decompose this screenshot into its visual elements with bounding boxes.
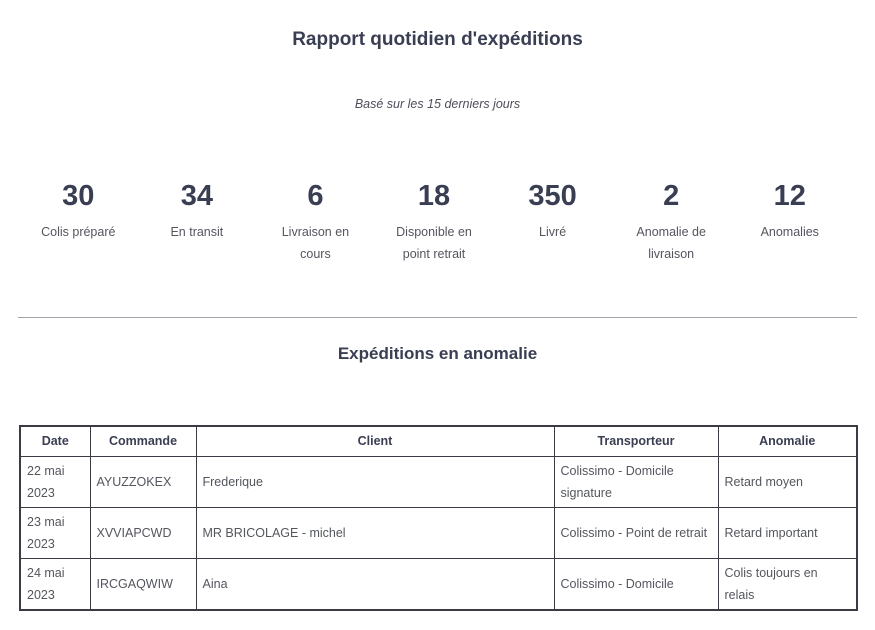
- header-commande: Commande: [89, 425, 197, 457]
- section-divider: [18, 317, 857, 318]
- stat-label: En transit: [170, 225, 224, 239]
- page-subtitle: Basé sur les 15 derniers jours: [354, 97, 521, 111]
- page-title: Rapport quotidien d'expéditions: [292, 29, 583, 50]
- table-header-row: Date Commande Client Transporteur Anomal…: [19, 425, 858, 457]
- cell-commande: IRCGAQWIW: [89, 557, 197, 610]
- header-anomalie: Anomalie: [717, 425, 858, 457]
- section-title-anomalies: Expéditions en anomalie: [337, 344, 538, 363]
- table-row: 24 mai 2023 IRCGAQWIW Aina Colissimo - D…: [19, 557, 858, 610]
- cell-anomalie: Retard moyen: [717, 455, 858, 508]
- cell-commande: XVVIAPCWD: [89, 506, 197, 559]
- cell-anomalie: Colis toujours en relais: [717, 557, 858, 610]
- cell-client: MR BRICOLAGE - michel: [195, 506, 555, 559]
- stat-label: Anomalie de livraison: [636, 225, 706, 261]
- stat-value: 30: [62, 180, 95, 212]
- table-row: 23 mai 2023 XVVIAPCWD MR BRICOLAGE - mic…: [19, 506, 858, 559]
- stat-value: 350: [528, 180, 577, 212]
- stat-value: 12: [773, 180, 806, 212]
- stat-label: Colis préparé: [41, 225, 116, 239]
- header-client: Client: [195, 425, 555, 457]
- stat-en-transit: 34 En transit: [138, 179, 257, 243]
- cell-transporteur: Colissimo - Domicile: [553, 557, 719, 610]
- stat-value: 34: [180, 180, 213, 212]
- stat-value: 18: [417, 180, 451, 212]
- header-transporteur: Transporteur: [553, 425, 719, 457]
- stat-anomalies: 12 Anomalies: [730, 179, 849, 243]
- stat-label: Livré: [539, 225, 567, 239]
- stat-livraison-en-cours: 6 Livraison en cours: [256, 179, 375, 265]
- stats-row: 30 Colis préparé 34 En transit 6 Livrais…: [19, 179, 849, 265]
- table-row: 22 mai 2023 AYUZZOKEX Frederique Colissi…: [19, 455, 858, 508]
- cell-date: 22 mai 2023: [19, 455, 91, 508]
- cell-client: Frederique: [195, 455, 555, 508]
- stat-livre: 350 Livré: [493, 179, 612, 243]
- stat-disponible-point-retrait: 18 Disponible en point retrait: [375, 179, 494, 265]
- anomalies-table: Date Commande Client Transporteur Anomal…: [19, 425, 858, 611]
- stat-colis-prepare: 30 Colis préparé: [19, 179, 138, 243]
- stat-label: Livraison en cours: [281, 225, 350, 261]
- stat-value: 6: [307, 180, 324, 212]
- stat-label: Anomalies: [760, 225, 819, 239]
- cell-date: 24 mai 2023: [19, 557, 91, 610]
- cell-commande: AYUZZOKEX: [89, 455, 197, 508]
- stat-label: Disponible en point retrait: [396, 225, 472, 261]
- cell-client: Aina: [195, 557, 555, 610]
- cell-date: 23 mai 2023: [19, 506, 91, 559]
- stat-value: 2: [663, 180, 680, 212]
- cell-anomalie: Retard important: [717, 506, 858, 559]
- stat-anomalie-livraison: 2 Anomalie de livraison: [612, 179, 731, 265]
- cell-transporteur: Colissimo - Point de retrait: [553, 506, 719, 559]
- header-date: Date: [19, 425, 91, 457]
- cell-transporteur: Colissimo - Domicile signature: [553, 455, 719, 508]
